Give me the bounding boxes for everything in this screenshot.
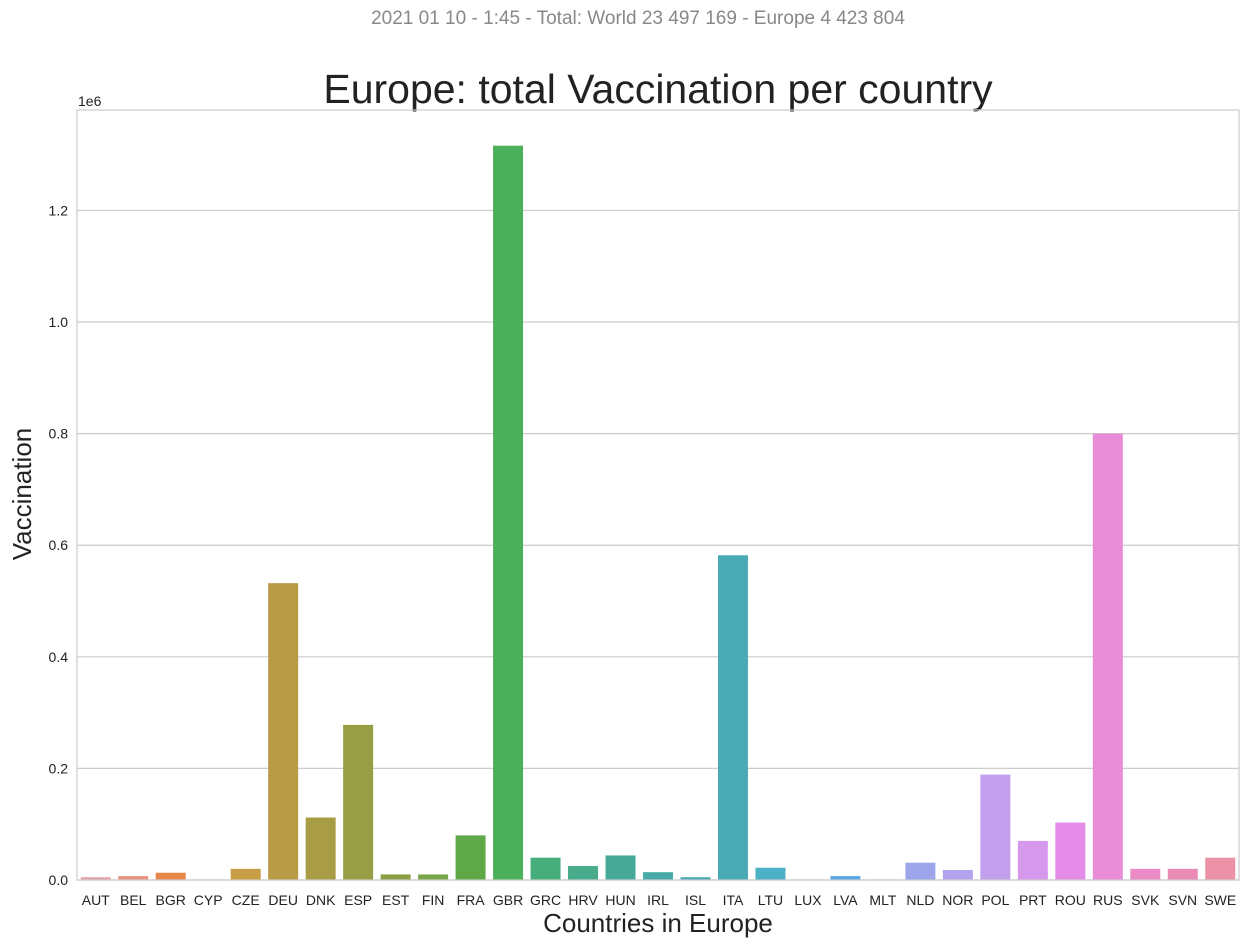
- x-tick-label: DEU: [268, 892, 298, 908]
- bar-ita: [717, 555, 748, 880]
- grid-lines: [77, 209, 1239, 881]
- x-tick-label: FRA: [457, 892, 486, 908]
- x-tick-label: POL: [981, 892, 1009, 908]
- x-tick-label: IRL: [647, 892, 669, 908]
- x-tick-label: LTU: [758, 892, 783, 908]
- bar-lva: [830, 876, 861, 880]
- x-tick-label: NOR: [942, 892, 973, 908]
- x-tick-label: ISL: [685, 892, 706, 908]
- y-tick-label: 0.4: [49, 649, 69, 665]
- x-tick-label: NLD: [906, 892, 934, 908]
- x-tick-label: GBR: [493, 892, 523, 908]
- x-tick-label: FIN: [422, 892, 445, 908]
- x-tick-label: CZE: [232, 892, 260, 908]
- x-tick-label: GRC: [530, 892, 561, 908]
- bar-aut: [80, 877, 111, 880]
- y-tick-label: 0.8: [49, 426, 69, 442]
- bar-prt: [1017, 840, 1048, 880]
- bar-rus: [1092, 433, 1123, 880]
- x-tick-label: ITA: [723, 892, 744, 908]
- y-tick-labels: 0.0 0.2 0.4 0.6 0.8 1.0 1.2: [49, 202, 69, 888]
- bar-grc: [530, 857, 561, 880]
- bar-gbr: [493, 145, 524, 880]
- bar-cze: [230, 868, 261, 880]
- suptitle: 2021 01 10 - 1:45 - Total: World 23 497 …: [371, 8, 905, 29]
- x-tick-label: SVK: [1131, 892, 1160, 908]
- y-offset-label: 1e6: [78, 93, 102, 109]
- x-tick-label: ROU: [1055, 892, 1086, 908]
- x-tick-label: PRT: [1019, 892, 1047, 908]
- bar-nor: [942, 869, 973, 880]
- x-tick-label: BEL: [120, 892, 147, 908]
- x-tick-label: CYP: [194, 892, 223, 908]
- bar-irl: [643, 872, 673, 880]
- bar-deu: [268, 583, 299, 880]
- x-tick-label: AUT: [82, 892, 110, 908]
- x-tick-label: LVA: [833, 892, 858, 908]
- bar-fin: [418, 874, 449, 880]
- bar-svk: [1130, 868, 1161, 880]
- x-tick-label: DNK: [306, 892, 336, 908]
- bar-dnk: [305, 817, 336, 880]
- y-tick-label: 1.2: [49, 202, 69, 218]
- bar-bgr: [155, 872, 186, 880]
- bar-hun: [605, 855, 636, 880]
- x-tick-label: SWE: [1204, 892, 1236, 908]
- bar-bel: [118, 876, 149, 880]
- bars: [80, 145, 1236, 880]
- x-tick-label: RUS: [1093, 892, 1123, 908]
- y-tick-label: 0.2: [49, 760, 69, 776]
- plot-frame: [76, 109, 1240, 881]
- bar-hrv: [568, 866, 599, 880]
- bar-esp: [343, 724, 374, 880]
- bar-fra: [455, 835, 486, 880]
- y-tick-label: 1.0: [49, 314, 69, 330]
- x-tick-label: BGR: [156, 892, 186, 908]
- chart-title: Europe: total Vaccination per country: [323, 66, 993, 112]
- bar-svn: [1167, 868, 1198, 880]
- bar-ltu: [755, 867, 786, 880]
- x-tick-label: MLT: [869, 892, 896, 908]
- y-axis-label: Vaccination: [7, 428, 37, 561]
- y-tick-label: 0.6: [49, 537, 69, 553]
- x-axis-label: Countries in Europe: [543, 908, 773, 938]
- bar-pol: [980, 774, 1011, 880]
- x-tick-label: LUX: [794, 892, 822, 908]
- y-tick-label: 0.0: [49, 872, 69, 888]
- bar-isl: [680, 877, 711, 880]
- x-tick-label: HRV: [568, 892, 598, 908]
- bar-nld: [905, 862, 936, 880]
- bar-swe: [1205, 857, 1236, 880]
- x-tick-label: HUN: [605, 892, 635, 908]
- bar-est: [380, 874, 411, 880]
- x-tick-label: SVN: [1168, 892, 1197, 908]
- x-tick-label: EST: [382, 892, 410, 908]
- x-tick-labels: AUT BEL BGR CYP CZE DEU DNK ESP EST FIN FRA GBR GRC H…: [82, 892, 1236, 908]
- x-tick-label: ESP: [344, 892, 372, 908]
- bar-rou: [1055, 822, 1086, 880]
